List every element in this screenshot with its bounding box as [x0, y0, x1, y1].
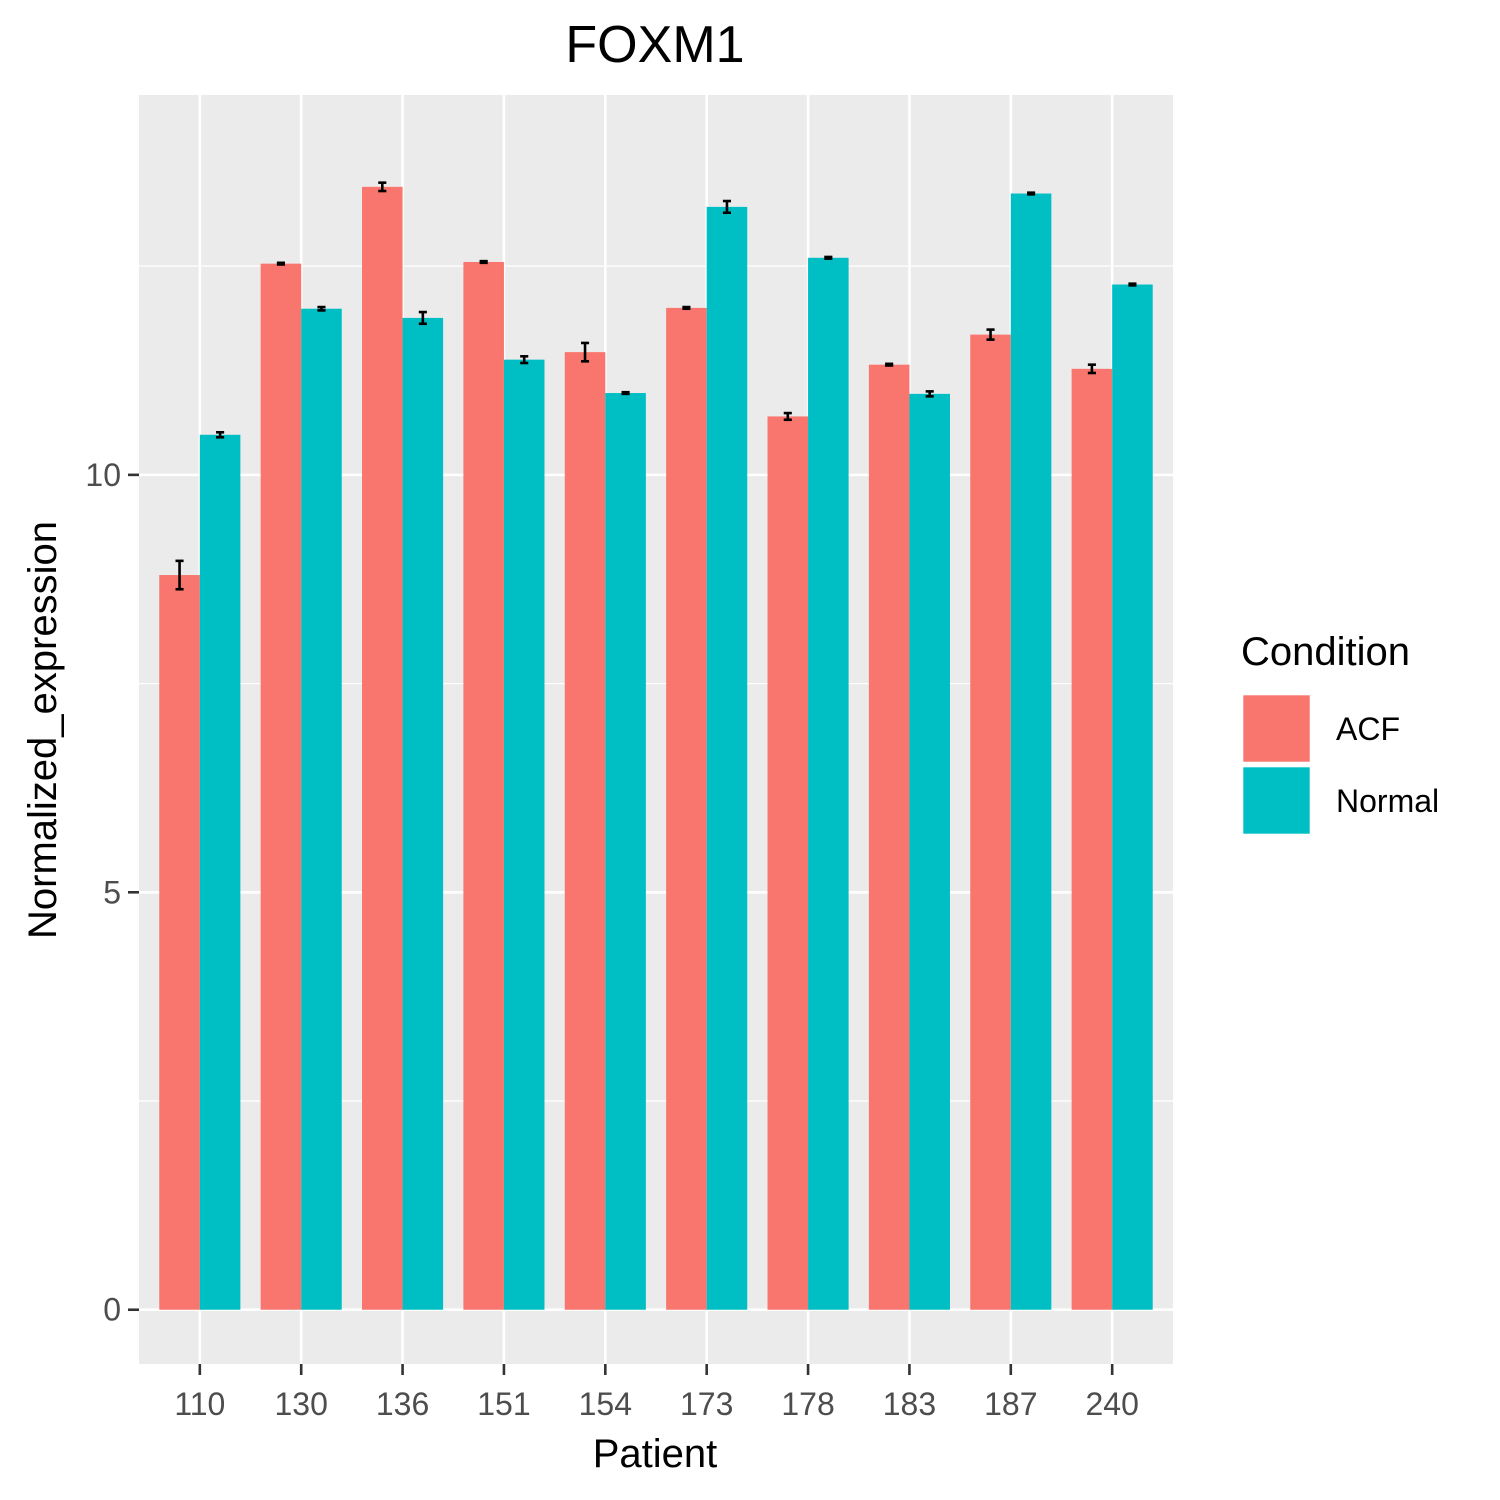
error-bar-normal-136 — [418, 310, 427, 326]
error-bar-acf-130 — [276, 261, 285, 266]
bar-acf-178 — [767, 416, 809, 1310]
bar-acf-154 — [564, 352, 606, 1310]
x-tick-label: 240 — [1085, 1386, 1138, 1422]
error-bar-acf-151 — [479, 259, 488, 265]
error-bar-normal-178 — [824, 255, 833, 260]
chart-title: FOXM1 — [565, 16, 744, 74]
error-bar-acf-183 — [885, 362, 894, 367]
y-tick-label: 10 — [85, 457, 121, 493]
error-bar-normal-154 — [621, 390, 630, 396]
x-tick-label: 130 — [275, 1386, 328, 1422]
bar-normal-151 — [503, 359, 545, 1310]
bar-acf-183 — [868, 364, 910, 1310]
bar-normal-183 — [909, 393, 950, 1310]
bar-normal-130 — [301, 308, 342, 1310]
error-bar-acf-154 — [580, 341, 590, 363]
bar-normal-154 — [605, 393, 646, 1310]
x-axis: 110 130 136 151 154 173 178 183 187 240 — [174, 1364, 1139, 1422]
legend-title: Condition — [1241, 630, 1410, 674]
error-bar-normal-173 — [722, 199, 732, 215]
x-tick-label: 173 — [680, 1386, 733, 1422]
bar-normal-136 — [402, 317, 444, 1310]
bar-normal-110 — [199, 434, 241, 1310]
error-bar-acf-110 — [175, 559, 184, 591]
error-bar-acf-136 — [378, 181, 387, 193]
legend-key-normal — [1240, 764, 1313, 837]
y-tick-label: 5 — [103, 874, 121, 910]
bar-acf-136 — [362, 186, 403, 1310]
error-bar-acf-173 — [682, 305, 691, 311]
error-bar-normal-183 — [925, 390, 934, 398]
y-axis-title: Normalized_expression — [21, 521, 65, 939]
legend-key-acf — [1240, 692, 1313, 765]
error-bar-normal-151 — [520, 355, 529, 365]
error-bar-normal-187 — [1027, 191, 1036, 196]
x-axis-title: Patient — [593, 1432, 718, 1476]
bar-acf-110 — [159, 575, 200, 1310]
x-tick-label: 187 — [984, 1386, 1037, 1422]
x-tick-label: 154 — [579, 1386, 632, 1422]
x-tick-label: 183 — [883, 1386, 936, 1422]
x-tick-label: 136 — [376, 1386, 429, 1422]
bar-acf-240 — [1071, 368, 1113, 1310]
bar-normal-178 — [808, 257, 849, 1310]
bar-normal-240 — [1112, 284, 1153, 1310]
error-bar-normal-130 — [317, 305, 326, 312]
bar-acf-187 — [970, 334, 1011, 1310]
bar-acf-173 — [666, 307, 707, 1310]
error-bar-normal-110 — [216, 430, 225, 439]
error-bar-normal-240 — [1128, 282, 1137, 287]
x-tick-label: 151 — [477, 1386, 530, 1422]
bar-acf-151 — [463, 261, 504, 1310]
x-tick-label: 110 — [174, 1386, 225, 1422]
legend: Condition ACF Normal — [1240, 630, 1439, 837]
error-bar-acf-187 — [986, 328, 995, 341]
x-tick-label: 178 — [781, 1386, 834, 1422]
bar-acf-130 — [260, 263, 302, 1310]
bar-normal-173 — [706, 206, 748, 1310]
error-bars — [175, 181, 1137, 591]
y-tick-label: 0 — [103, 1292, 121, 1328]
legend-label-acf: ACF — [1336, 711, 1400, 747]
y-axis: 0 5 10 — [85, 457, 139, 1328]
legend-label-normal: Normal — [1336, 783, 1439, 819]
bars — [159, 186, 1153, 1310]
bar-normal-187 — [1010, 193, 1052, 1310]
error-bar-acf-178 — [783, 411, 792, 422]
error-bar-acf-240 — [1087, 363, 1096, 375]
